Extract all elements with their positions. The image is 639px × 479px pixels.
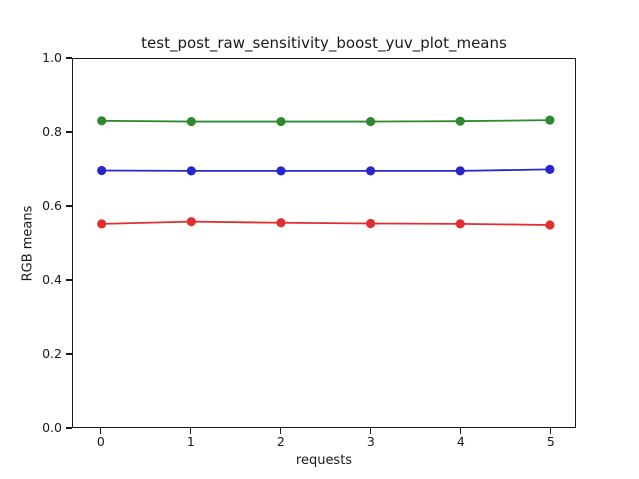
green-series-marker: [366, 116, 376, 127]
red-series-marker: [545, 220, 555, 230]
y-tick-mark: [66, 279, 72, 281]
chart-canvas: [97, 115, 555, 230]
red-series-marker: [276, 218, 286, 228]
x-tick-mark: [190, 428, 192, 434]
green-series-marker: [276, 116, 286, 127]
x-tick-mark: [550, 428, 552, 434]
green-series-marker: [455, 116, 465, 126]
y-tick-label: 0.4: [42, 272, 62, 287]
y-tick-mark: [66, 427, 72, 429]
blue-series-marker: [186, 166, 196, 176]
y-tick-mark: [66, 57, 72, 59]
x-axis-label: requests: [295, 453, 353, 468]
x-tick-label: 1: [186, 434, 195, 449]
green-series-line: [101, 119, 550, 123]
blue-series-line: [101, 168, 550, 172]
x-tick-label: 3: [366, 434, 375, 449]
red-series-marker: [97, 219, 107, 229]
y-tick-label: 0.0: [42, 420, 62, 435]
blue-series-marker: [366, 166, 376, 176]
blue-series-marker: [276, 166, 286, 176]
red-series-marker: [186, 217, 196, 227]
x-tick-mark: [370, 428, 372, 434]
y-tick-label: 1.0: [42, 50, 62, 65]
green-series-marker: [97, 116, 107, 126]
plot-area: [72, 58, 576, 428]
blue-series-marker: [545, 164, 555, 174]
y-tick-label: 0.6: [42, 198, 62, 213]
blue-series-marker: [97, 165, 107, 176]
chart-title: test_post_raw_sensitivity_boost_yuv_plot…: [141, 34, 507, 52]
y-tick-label: 0.8: [42, 124, 62, 139]
red-series-marker: [366, 218, 376, 229]
x-tick-label: 5: [546, 434, 555, 449]
y-tick-mark: [66, 353, 72, 355]
blue-series-marker: [455, 166, 465, 176]
x-tick-mark: [100, 428, 102, 434]
green-series-marker: [545, 115, 555, 125]
y-tick-mark: [66, 205, 72, 207]
x-tick-mark: [460, 428, 462, 434]
x-tick-mark: [280, 428, 282, 434]
y-tick-label: 0.2: [42, 346, 62, 361]
red-series-line: [101, 220, 550, 226]
x-tick-label: 2: [276, 434, 285, 449]
x-tick-label: 0: [96, 434, 105, 449]
x-tick-label: 4: [456, 434, 465, 449]
y-tick-mark: [66, 131, 72, 133]
red-series-marker: [455, 219, 465, 229]
green-series-marker: [186, 116, 196, 127]
